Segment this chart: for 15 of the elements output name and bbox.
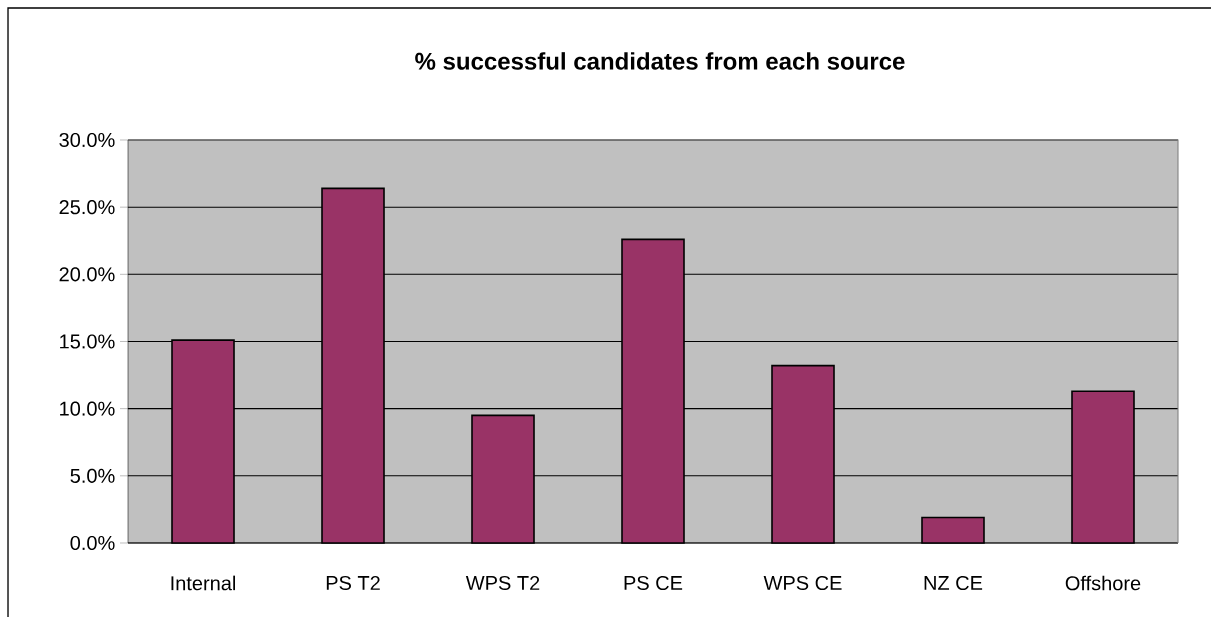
x-tick-label: PS CE bbox=[624, 575, 683, 591]
y-tick-label: 15.0% bbox=[60, 334, 115, 349]
y-tick-label: 20.0% bbox=[59, 267, 115, 282]
x-tick-label: WPS T2 bbox=[465, 575, 540, 591]
x-tick-label: PS T2 bbox=[326, 575, 380, 591]
chart-title: % successful candidates from each source bbox=[415, 52, 905, 70]
y-tick-label: 5.0% bbox=[70, 468, 115, 483]
x-tick-label: Internal bbox=[171, 575, 236, 591]
y-tick-label: 25.0% bbox=[59, 200, 115, 215]
y-tick-label: 30.0% bbox=[59, 132, 115, 148]
x-tick-label: NZ CE bbox=[924, 575, 983, 591]
y-tick-label: 10.0% bbox=[60, 401, 115, 416]
y-tick-label: 0.0% bbox=[70, 535, 115, 551]
x-tick-label: Offshore bbox=[1065, 575, 1141, 591]
x-tick-label: WPS CE bbox=[763, 575, 842, 591]
